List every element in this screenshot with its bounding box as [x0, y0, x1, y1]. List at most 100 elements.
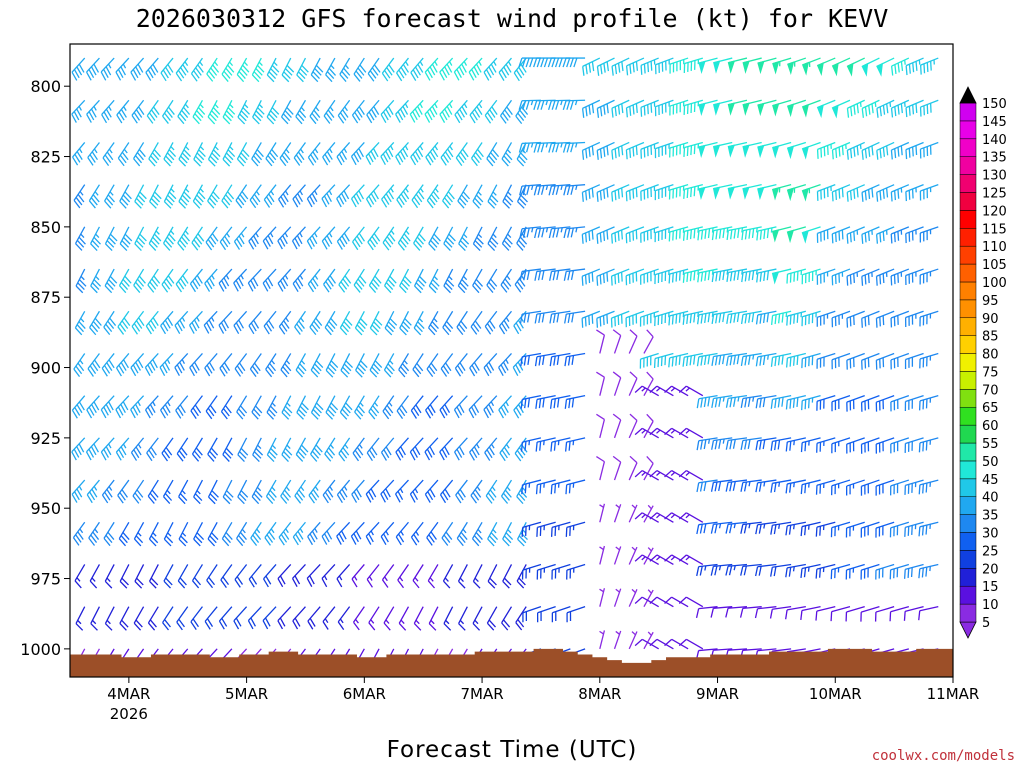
wind-barb-feather — [223, 197, 231, 206]
wind-barb-half-feather — [137, 532, 142, 537]
wind-barb-feather — [671, 272, 674, 283]
wind-barb-feather — [897, 147, 900, 157]
wind-barb-feather — [459, 151, 467, 161]
wind-barb-feather — [879, 316, 881, 327]
wind-barb — [291, 226, 306, 250]
wind-barb-feather — [404, 318, 412, 326]
wind-barb-feather — [368, 533, 374, 543]
wind-barb-feather — [739, 608, 744, 618]
wind-barb-feather — [280, 196, 287, 205]
wind-barb-feather — [815, 569, 818, 579]
wind-barb-feather — [835, 232, 837, 243]
wind-barb — [754, 606, 777, 619]
wind-barb-feather — [400, 66, 407, 76]
wind-barb-shaft — [234, 564, 248, 580]
wind-barb-feather — [483, 367, 490, 377]
wind-barb — [725, 479, 748, 492]
wind-barb — [742, 184, 762, 200]
wind-barb — [73, 353, 86, 378]
wind-barb-feather — [498, 72, 505, 81]
wind-barb — [801, 141, 821, 160]
wind-barb-feather — [221, 238, 229, 248]
wind-barb — [439, 57, 454, 81]
wind-barb-feather — [356, 366, 365, 375]
wind-barb-feather — [617, 147, 620, 157]
wind-barb — [846, 99, 865, 118]
wind-barb-feather — [908, 64, 911, 74]
wind-barb-feather — [278, 326, 286, 335]
colorbar-swatch — [959, 174, 977, 193]
wind-barb — [711, 226, 733, 241]
wind-barb-feather — [327, 109, 335, 118]
wind-barb-feather — [755, 356, 759, 367]
wind-barb-feather — [614, 106, 617, 117]
wind-barb — [668, 352, 689, 368]
wind-barb-feather — [183, 191, 191, 200]
wind-barb-shaft — [191, 437, 204, 455]
wind-barb-feather — [541, 312, 545, 323]
wind-barb-feather — [341, 408, 350, 417]
wind-barb-feather — [341, 70, 349, 79]
wind-barb-feather — [796, 313, 799, 323]
wind-barb-feather — [402, 321, 411, 330]
wind-barb-feather — [700, 314, 704, 324]
wind-barb-half-feather — [574, 142, 578, 148]
wind-barb-feather — [357, 405, 366, 414]
wind-barb-feather — [292, 198, 299, 208]
wind-barb — [890, 99, 910, 118]
wind-barb-feather — [237, 496, 245, 505]
wind-barb-feather — [135, 197, 144, 206]
wind-barb-feather — [350, 198, 357, 208]
wind-barb-shaft — [263, 184, 277, 201]
wind-barb — [411, 184, 425, 209]
wind-barb-feather — [500, 284, 508, 293]
wind-barb-feather — [196, 110, 204, 119]
wind-barb-feather — [489, 240, 497, 248]
wind-barb-half-feather — [199, 61, 204, 67]
wind-barb-half-feather — [240, 232, 245, 238]
wind-barb-half-feather — [656, 514, 661, 519]
wind-barb-feather — [893, 232, 896, 243]
wind-barb-half-feather — [241, 528, 246, 534]
wind-barb-feather — [853, 147, 856, 157]
wind-barb-feather — [473, 535, 482, 544]
colorbar-swatch — [959, 228, 977, 247]
wind-barb — [163, 521, 174, 547]
wind-barb-half-feather — [299, 190, 303, 196]
wind-barb-feather — [444, 446, 450, 456]
wind-barb-feather — [710, 524, 715, 534]
wind-barb-feather — [710, 482, 715, 492]
wind-barb — [613, 504, 622, 523]
wind-barb-feather — [103, 69, 109, 78]
wind-barb — [425, 142, 439, 166]
wind-barb — [846, 437, 865, 454]
wind-barb-feather — [459, 489, 466, 498]
wind-barb — [918, 563, 939, 579]
y-tick-label: 875 — [30, 288, 61, 307]
wind-barb-half-feather — [545, 142, 549, 148]
wind-barb — [772, 57, 792, 75]
wind-barb — [611, 99, 630, 118]
wind-barb-feather — [444, 404, 451, 414]
wind-barb-feather — [523, 356, 527, 366]
wind-barb-half-feather — [414, 577, 419, 582]
wind-barb-feather — [442, 580, 451, 589]
wind-barb-feather — [897, 62, 900, 73]
wind-barb — [770, 563, 792, 577]
wind-barb-feather — [846, 192, 849, 202]
wind-barb-feather — [182, 233, 191, 242]
x-tick-year: 2026 — [110, 705, 148, 723]
wind-barb-half-feather — [434, 188, 439, 193]
wind-barb-feather — [383, 533, 389, 543]
wind-barb-half-feather — [670, 387, 676, 392]
wind-barb-half-feather — [404, 145, 409, 151]
wind-barb-feather — [413, 407, 420, 417]
wind-barb-feather — [118, 285, 127, 294]
colorbar-label: 140 — [982, 133, 1007, 148]
wind-barb-half-feather — [748, 481, 751, 487]
wind-barb-feather — [266, 534, 274, 543]
wind-barb-feather — [741, 272, 744, 283]
wind-barb-shaft — [499, 99, 513, 117]
wind-barb-feather — [519, 489, 528, 498]
wind-barb-feather — [442, 491, 449, 501]
